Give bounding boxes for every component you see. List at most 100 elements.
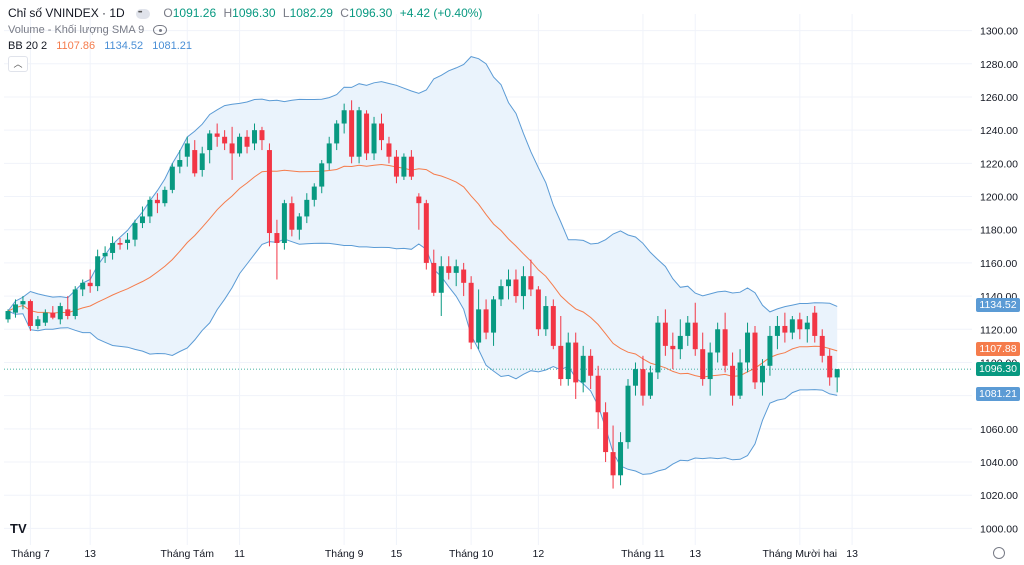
candle-body (431, 262, 437, 293)
candle-body (700, 349, 706, 380)
ohlc-low-key: L (282, 6, 290, 20)
candle-body (618, 442, 624, 476)
bb-lower-price-tag: 1081.21 (976, 386, 1020, 401)
candle-body (364, 113, 370, 154)
candle-body (461, 269, 467, 283)
candle-body (147, 199, 153, 217)
more-options-icon[interactable] (136, 8, 151, 19)
candle-body (819, 335, 825, 356)
legend-bb-row[interactable]: BB 20 2 1107.86 1134.52 1081.21 (8, 40, 192, 52)
candle-body (789, 319, 795, 333)
x-tick-label: Tháng Tám (161, 548, 215, 560)
x-tick-label: 15 (391, 548, 403, 560)
candle-body (319, 163, 325, 187)
candle-body (767, 335, 773, 366)
candle-body (125, 239, 131, 243)
candle-body (237, 136, 243, 154)
candle-body (550, 306, 556, 346)
candle-body (707, 352, 713, 380)
price-axis[interactable]: 1000.001020.001040.001060.001080.001100.… (980, 26, 1018, 536)
candlesticks (5, 100, 840, 489)
candle-body (491, 299, 497, 333)
candle-body (401, 156, 407, 177)
x-tick-label: 13 (846, 548, 858, 560)
candle-body (827, 355, 833, 378)
candle-body (670, 345, 676, 350)
candle-body (543, 306, 549, 330)
candle-body (229, 143, 235, 154)
candle-body (812, 312, 818, 336)
bb-upper-price-tag: 1134.52 (976, 298, 1020, 313)
candle-body (177, 160, 183, 167)
y-tick-label: 1300.00 (980, 26, 1018, 38)
bb-label: BB 20 2 (8, 40, 48, 52)
candle-body (117, 242, 123, 245)
y-tick-label: 1200.00 (980, 192, 1018, 204)
ohlc-high-key: H (223, 6, 233, 20)
price-change: +4.42 (+0.40%) (399, 6, 483, 20)
candle-body (655, 322, 661, 373)
y-tick-label: 1220.00 (980, 158, 1018, 170)
candle-body (804, 322, 810, 330)
y-tick-label: 1000.00 (980, 523, 1018, 535)
x-tick-label: Tháng 11 (621, 548, 665, 560)
candle-body (393, 156, 399, 177)
candle-body (565, 342, 571, 380)
candle-body (5, 311, 11, 320)
candle-body (184, 143, 190, 157)
candle-body (520, 276, 526, 297)
candle-body (42, 312, 48, 323)
volume-label: Volume - Khối lượng SMA 9 (8, 24, 145, 36)
candle-body (80, 282, 86, 290)
eye-icon[interactable] (153, 25, 168, 36)
candle-body (446, 266, 452, 273)
candle-body (139, 216, 145, 224)
y-tick-label: 1180.00 (980, 225, 1017, 237)
y-tick-label: 1280.00 (980, 59, 1018, 71)
gear-icon[interactable] (993, 547, 1005, 559)
x-tick-label: Tháng 9 (325, 548, 364, 560)
time-axis[interactable]: Tháng 7 13 Tháng Tám 11 Tháng 9 15 Tháng 10 12 T… (11, 548, 858, 560)
bollinger-basis-line (7, 163, 838, 378)
candle-body (558, 345, 564, 380)
candle-body (483, 309, 489, 333)
x-tick-label: 11 (234, 548, 245, 560)
ohlc-close-value: 1096.30 (348, 6, 393, 20)
y-tick-label: 1120.00 (980, 324, 1017, 336)
x-tick-label: 12 (533, 548, 545, 560)
candle-body (169, 166, 175, 190)
candle-body (640, 369, 646, 396)
symbol-title[interactable]: Chỉ số VNINDEX · 1D (8, 6, 125, 20)
candle-body (632, 369, 638, 386)
y-tick-label: 1040.00 (980, 457, 1018, 469)
x-tick-label: Tháng 10 (449, 548, 494, 560)
bollinger-lower-line (7, 238, 838, 475)
candle-body (603, 412, 609, 453)
candle-body (774, 325, 780, 336)
candle-body (199, 153, 205, 170)
candle-body (281, 203, 287, 243)
candle-body (244, 136, 250, 147)
bb-basis-value: 1107.86 (56, 40, 96, 52)
candle-body (349, 110, 355, 157)
ohlc-close-key: C (340, 6, 349, 20)
candle-body (580, 355, 586, 383)
candle-body (259, 130, 265, 141)
candle-body (535, 289, 541, 330)
x-tick-label: 13 (84, 548, 96, 560)
candle-body (752, 332, 758, 383)
tradingview-logo-icon[interactable]: TV (10, 521, 27, 536)
legend-symbol-row: Chỉ số VNINDEX · 1D O1091.26 H1096.30 L1… (8, 6, 482, 20)
collapse-legend-button[interactable]: ︿ (8, 56, 28, 72)
candle-body (72, 289, 78, 317)
candle-body (35, 319, 41, 326)
candle-body (50, 312, 56, 318)
candle-body (274, 233, 280, 243)
x-tick-label: 13 (689, 548, 701, 560)
legend-volume-row[interactable]: Volume - Khối lượng SMA 9 (8, 24, 168, 36)
candle-body (154, 199, 160, 204)
candle-body (386, 143, 392, 157)
candle-body (132, 223, 138, 240)
x-tick-label: Tháng Mười hai (763, 548, 838, 560)
